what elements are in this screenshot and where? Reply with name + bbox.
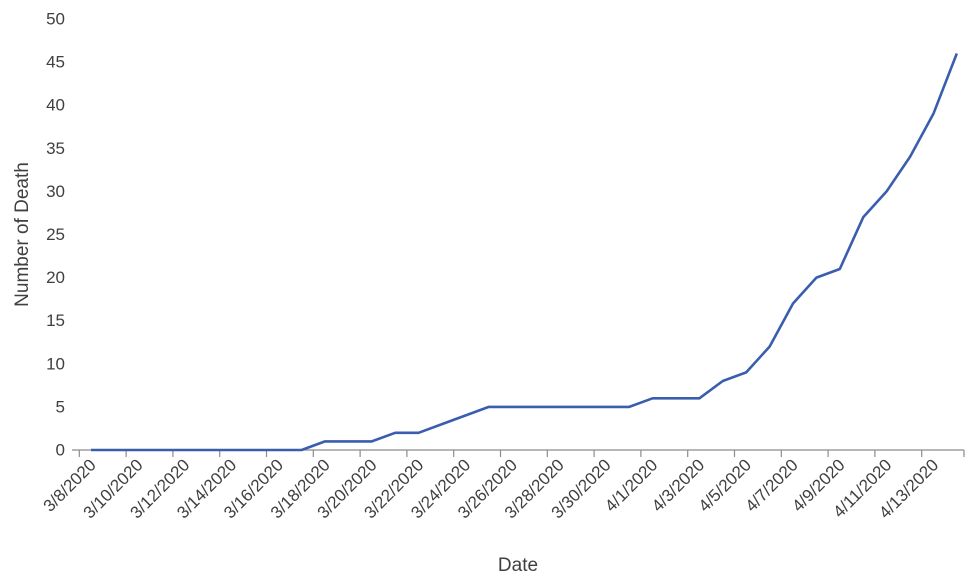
y-tick-label: 30	[46, 182, 65, 201]
y-axis-ticks: 0 5 10 15 20 25 30 35 40 45 50	[46, 10, 65, 460]
y-tick-label: 5	[56, 397, 65, 416]
y-tick-label: 45	[46, 53, 65, 72]
y-tick-label: 10	[46, 354, 65, 373]
y-tick-label: 40	[46, 96, 65, 115]
y-axis-title: Number of Death	[12, 162, 33, 307]
y-tick-label: 35	[46, 139, 65, 158]
x-axis-title: Date	[498, 555, 538, 576]
y-tick-label: 50	[46, 10, 65, 29]
y-tick-label: 15	[46, 311, 65, 330]
y-tick-label: 25	[46, 225, 65, 244]
death-count-line	[91, 53, 959, 452]
y-tick-label: 20	[46, 268, 65, 287]
y-tick-label: 0	[56, 441, 65, 460]
x-axis-ticks: 3/8/20203/10/20203/12/20203/14/20203/16/…	[40, 455, 943, 522]
